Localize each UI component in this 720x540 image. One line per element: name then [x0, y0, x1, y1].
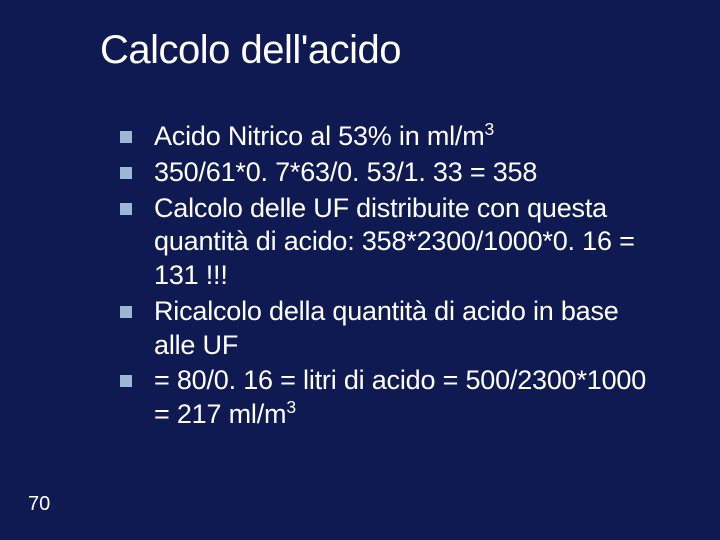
bullet-text-2: Calcolo delle UF distribuite con questa …	[154, 192, 660, 293]
page-number: 70	[28, 493, 50, 516]
bullet-icon	[120, 375, 132, 387]
bullet-icon	[120, 203, 132, 215]
bullet-text-0: Acido Nitrico al 53% in ml/m3	[154, 120, 660, 154]
bullet-text-1: 350/61*0. 7*63/0. 53/1. 33 = 358	[154, 156, 660, 190]
slide-content: Acido Nitrico al 53% in ml/m3 350/61*0. …	[120, 120, 660, 434]
bullet-icon	[120, 306, 132, 318]
list-item: Acido Nitrico al 53% in ml/m3	[120, 120, 660, 154]
list-item: 350/61*0. 7*63/0. 53/1. 33 = 358	[120, 156, 660, 190]
list-item: Calcolo delle UF distribuite con questa …	[120, 192, 660, 293]
bullet-icon	[120, 131, 132, 143]
slide-title: Calcolo dell'acido	[100, 28, 401, 73]
bullet-text-3: Ricalcolo della quantità di acido in bas…	[154, 295, 660, 363]
bullet-icon	[120, 167, 132, 179]
bullet-text-4: = 80/0. 16 = litri di acido = 500/2300*1…	[154, 364, 660, 432]
list-item: = 80/0. 16 = litri di acido = 500/2300*1…	[120, 364, 660, 432]
list-item: Ricalcolo della quantità di acido in bas…	[120, 295, 660, 363]
